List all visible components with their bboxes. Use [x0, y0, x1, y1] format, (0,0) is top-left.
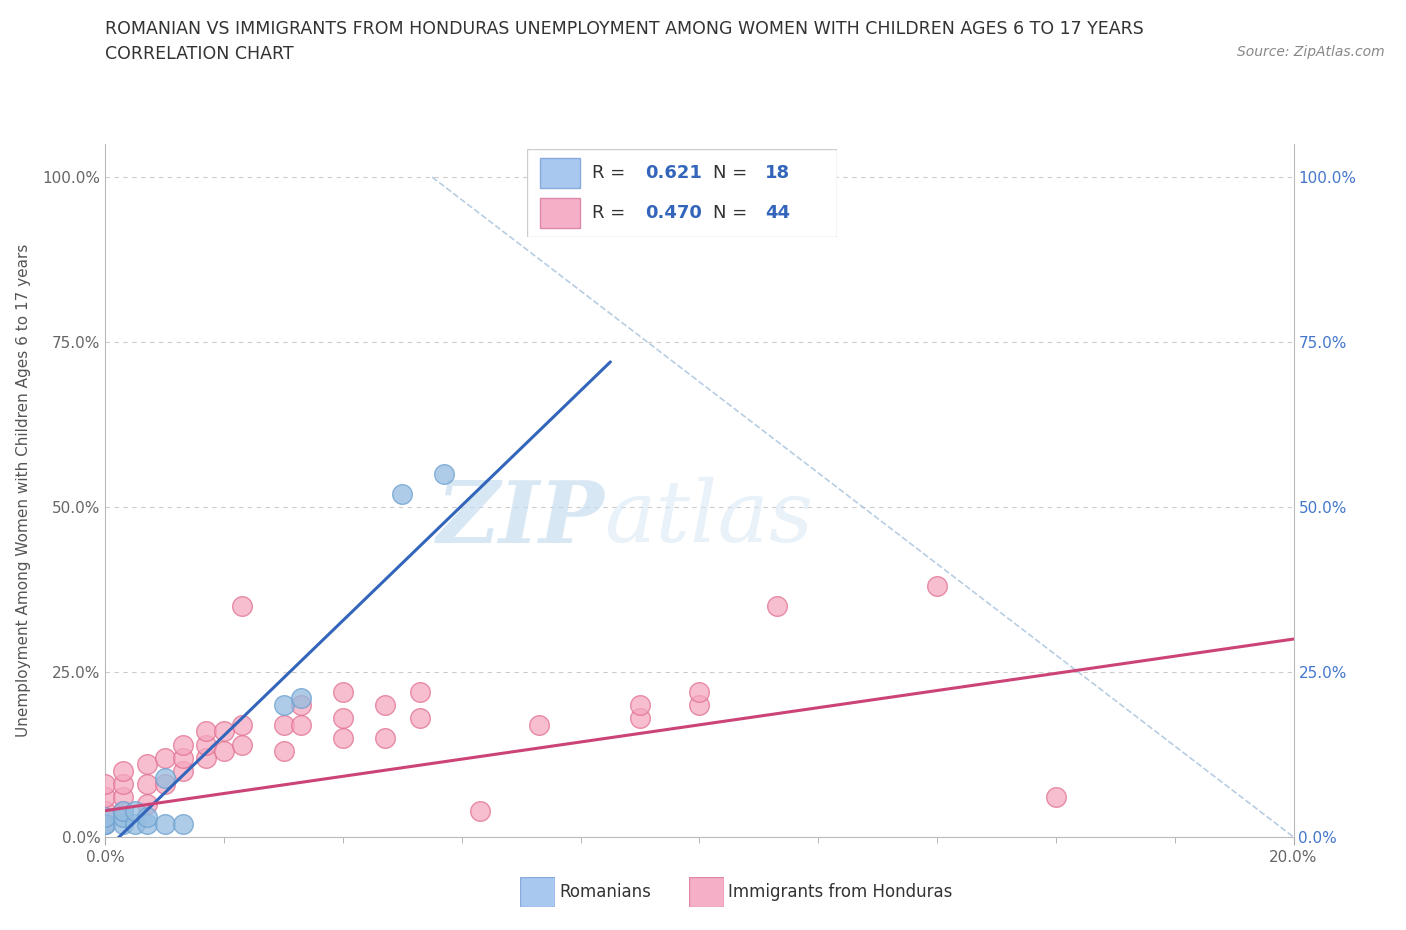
Point [112, 777, 135, 791]
FancyBboxPatch shape [527, 149, 837, 237]
Point [689, 684, 711, 699]
Text: Immigrants from Honduras: Immigrants from Honduras [728, 883, 953, 901]
Point [136, 817, 159, 831]
Point [332, 731, 354, 746]
Text: R =: R = [592, 205, 631, 222]
Point [273, 744, 295, 759]
Point [112, 810, 135, 825]
Point [290, 717, 312, 732]
Text: N =: N = [713, 164, 752, 181]
Point [409, 684, 432, 699]
Point [214, 724, 236, 738]
Point [124, 804, 146, 818]
Point [332, 684, 354, 699]
Point [172, 751, 194, 765]
FancyBboxPatch shape [540, 158, 579, 188]
Text: ROMANIAN VS IMMIGRANTS FROM HONDURAS UNEMPLOYMENT AMONG WOMEN WITH CHILDREN AGES: ROMANIAN VS IMMIGRANTS FROM HONDURAS UNE… [105, 20, 1144, 38]
Point [136, 777, 159, 791]
Point [468, 804, 491, 818]
Point [374, 698, 396, 712]
Point [689, 698, 711, 712]
Point [94, 817, 117, 831]
Point [94, 817, 117, 831]
Point [172, 737, 194, 752]
Text: R =: R = [592, 164, 631, 181]
Point [136, 810, 159, 825]
Text: Romanians: Romanians [560, 883, 651, 901]
Point [290, 691, 312, 706]
Point [172, 764, 194, 778]
Text: Source: ZipAtlas.com: Source: ZipAtlas.com [1237, 45, 1385, 59]
Point [409, 711, 432, 725]
Point [231, 717, 253, 732]
Point [153, 777, 176, 791]
Point [391, 486, 413, 501]
Point [1045, 790, 1067, 804]
Point [195, 751, 218, 765]
Point [765, 599, 787, 614]
Y-axis label: Unemployment Among Women with Children Ages 6 to 17 years: Unemployment Among Women with Children A… [17, 244, 31, 737]
Point [153, 751, 176, 765]
Point [599, 190, 621, 205]
Text: atlas: atlas [605, 477, 814, 560]
Point [374, 731, 396, 746]
Point [433, 467, 456, 482]
Point [112, 764, 135, 778]
Point [273, 698, 295, 712]
Point [214, 744, 236, 759]
FancyBboxPatch shape [540, 198, 579, 228]
Text: CORRELATION CHART: CORRELATION CHART [105, 45, 294, 62]
Text: 0.470: 0.470 [645, 205, 702, 222]
Point [290, 698, 312, 712]
Point [273, 717, 295, 732]
Text: 18: 18 [765, 164, 790, 181]
Point [112, 804, 135, 818]
Text: 44: 44 [765, 205, 790, 222]
Point [527, 717, 550, 732]
Point [628, 711, 651, 725]
Point [332, 711, 354, 725]
Point [172, 817, 194, 831]
Point [153, 817, 176, 831]
Point [94, 804, 117, 818]
Text: N =: N = [713, 205, 752, 222]
Point [231, 599, 253, 614]
Point [136, 757, 159, 772]
Point [927, 578, 949, 593]
Point [94, 777, 117, 791]
Point [94, 790, 117, 804]
FancyBboxPatch shape [689, 877, 724, 907]
Point [153, 770, 176, 785]
Point [195, 724, 218, 738]
Point [94, 817, 117, 831]
Point [124, 817, 146, 831]
Point [112, 804, 135, 818]
Point [195, 737, 218, 752]
Text: ZIP: ZIP [437, 476, 605, 560]
Point [112, 817, 135, 831]
Point [136, 797, 159, 812]
Text: 0.621: 0.621 [645, 164, 702, 181]
Point [231, 737, 253, 752]
Point [628, 698, 651, 712]
FancyBboxPatch shape [520, 877, 555, 907]
Point [112, 790, 135, 804]
Point [94, 810, 117, 825]
